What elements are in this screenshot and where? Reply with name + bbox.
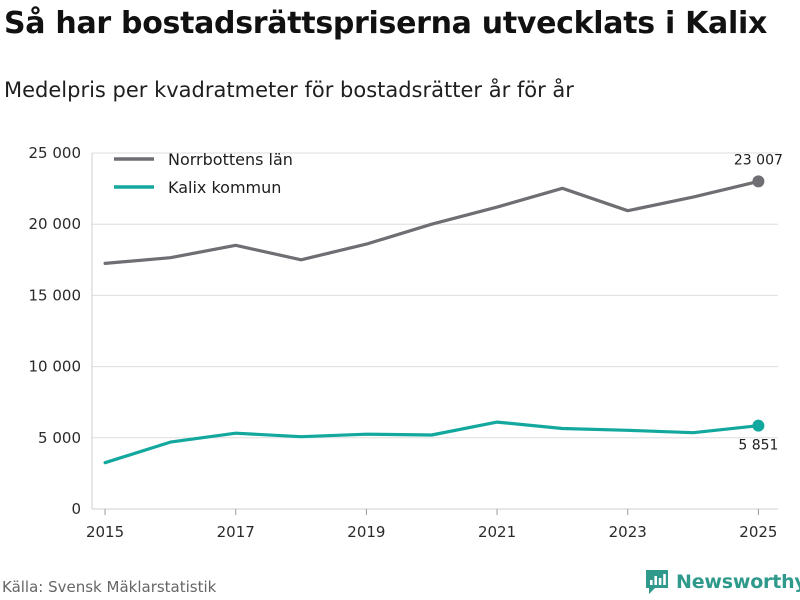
- y-tick-label: 5 000: [38, 429, 81, 447]
- legend: Norrbottens län Kalix kommun: [114, 150, 293, 197]
- series-line-1: [103, 420, 761, 465]
- brand-logo: Newsworthy: [644, 568, 800, 596]
- y-tick-label: 0: [71, 500, 81, 518]
- newsworthy-logo-icon: [646, 570, 668, 594]
- series-end-marker: [752, 175, 765, 188]
- x-tick-label: 2019: [347, 523, 385, 541]
- series-lines: [103, 175, 765, 465]
- gridlines: [92, 152, 778, 510]
- source-note: Källa: Svensk Mäklarstatistik: [2, 578, 217, 596]
- chart-title: Så har bostadsrättspriserna utvecklats i…: [4, 6, 768, 41]
- end-value-label: 23 007: [734, 152, 783, 168]
- x-tick-label: 2025: [739, 523, 777, 541]
- series-line-0: [103, 179, 761, 265]
- x-tick-label: 2015: [86, 523, 124, 541]
- end-labels: 23 007 5 851: [734, 152, 783, 453]
- x-tick-label: 2017: [217, 523, 255, 541]
- legend-label: Kalix kommun: [168, 178, 281, 197]
- legend-label: Norrbottens län: [168, 150, 293, 169]
- end-value-label: 5 851: [738, 438, 778, 454]
- x-tick-label: 2023: [609, 523, 647, 541]
- y-tick-label: 25 000: [29, 144, 82, 162]
- y-tick-label: 15 000: [29, 286, 82, 304]
- y-tick-label: 20 000: [29, 215, 82, 233]
- brand-name: Newsworthy: [676, 571, 800, 593]
- chart-subtitle: Medelpris per kvadratmeter för bostadsrä…: [4, 78, 574, 102]
- series-end-marker: [752, 419, 765, 432]
- x-tick-label: 2021: [478, 523, 516, 541]
- y-tick-label: 10 000: [29, 358, 82, 376]
- axes: 0 5 000 10 000 15 000 20 000 25 000 2015 2017 20…: [29, 144, 778, 541]
